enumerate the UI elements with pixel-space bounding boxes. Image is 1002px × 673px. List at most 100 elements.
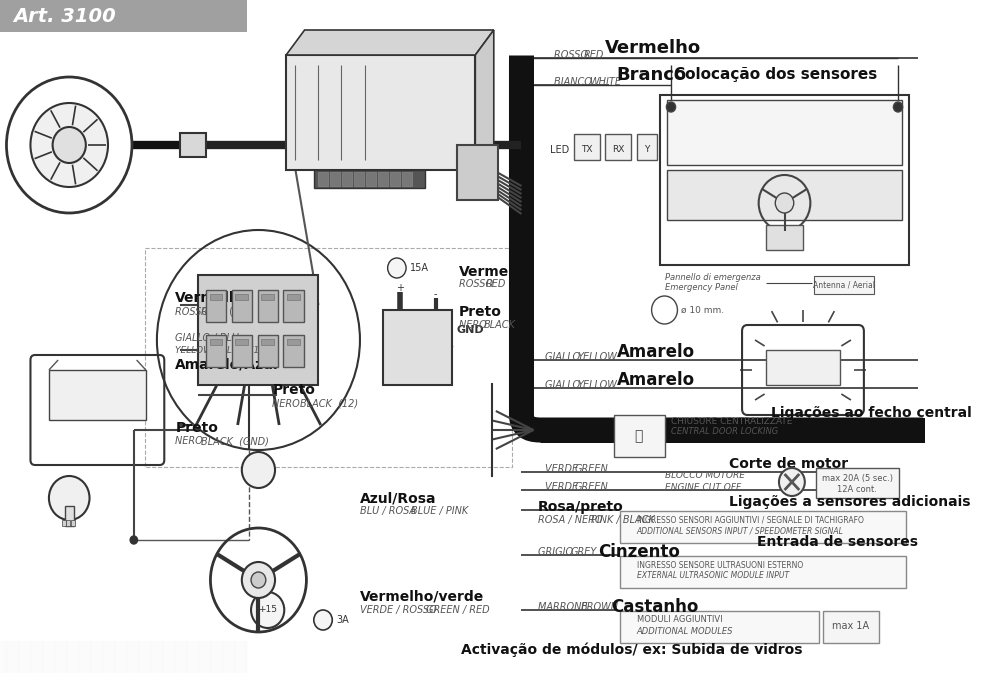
Circle shape bbox=[388, 258, 406, 278]
FancyBboxPatch shape bbox=[258, 290, 278, 322]
FancyBboxPatch shape bbox=[379, 172, 388, 186]
Text: ROSSO: ROSSO bbox=[554, 50, 591, 60]
FancyBboxPatch shape bbox=[331, 172, 340, 186]
Circle shape bbox=[130, 536, 137, 544]
Text: CENTRAL DOOR LOCKING: CENTRAL DOOR LOCKING bbox=[671, 427, 779, 437]
Text: Cinzento: Cinzento bbox=[598, 543, 680, 561]
FancyBboxPatch shape bbox=[262, 294, 275, 300]
Text: CHIUSURE CENTRALIZZATE: CHIUSURE CENTRALIZZATE bbox=[671, 417, 793, 425]
Circle shape bbox=[314, 610, 333, 630]
Text: GREY: GREY bbox=[570, 547, 597, 557]
FancyBboxPatch shape bbox=[457, 145, 498, 200]
Text: NERO: NERO bbox=[273, 399, 304, 409]
Text: GREEN: GREEN bbox=[575, 464, 609, 474]
Text: ROSA / NERO: ROSA / NERO bbox=[538, 515, 609, 525]
Text: VERDE / ROSSO: VERDE / ROSSO bbox=[360, 605, 443, 615]
Text: Entrada de sensores: Entrada de sensores bbox=[757, 535, 918, 549]
Text: 15A: 15A bbox=[410, 263, 429, 273]
FancyBboxPatch shape bbox=[284, 335, 304, 367]
Text: Pannello di emergenza: Pannello di emergenza bbox=[664, 273, 761, 283]
Text: BROWN: BROWN bbox=[580, 602, 618, 612]
FancyBboxPatch shape bbox=[64, 506, 74, 526]
Text: GIALLO / BLU: GIALLO / BLU bbox=[175, 333, 239, 343]
Text: ROSSO: ROSSO bbox=[459, 279, 496, 289]
FancyBboxPatch shape bbox=[343, 172, 352, 186]
FancyBboxPatch shape bbox=[284, 290, 304, 322]
Text: Vermelho: Vermelho bbox=[175, 291, 249, 305]
Text: BLUE / PINK: BLUE / PINK bbox=[411, 506, 468, 516]
Text: GRIGIO: GRIGIO bbox=[538, 547, 576, 557]
Text: Vermelho/verde: Vermelho/verde bbox=[360, 590, 484, 604]
Text: YELLOW: YELLOW bbox=[578, 380, 617, 390]
Text: Activação de módulos/ ex: Subida de vidros: Activação de módulos/ ex: Subida de vidr… bbox=[462, 643, 803, 658]
Text: EXTERNAL ULTRASONIC MODULE INPUT: EXTERNAL ULTRASONIC MODULE INPUT bbox=[637, 571, 789, 581]
Text: RED: RED bbox=[486, 279, 506, 289]
FancyBboxPatch shape bbox=[71, 520, 75, 526]
FancyBboxPatch shape bbox=[637, 134, 657, 160]
Text: BLACK: BLACK bbox=[484, 320, 515, 330]
FancyBboxPatch shape bbox=[62, 520, 65, 526]
Polygon shape bbox=[287, 30, 494, 55]
Text: Vermelho: Vermelho bbox=[604, 39, 700, 57]
Circle shape bbox=[252, 572, 266, 588]
Circle shape bbox=[666, 102, 675, 112]
Text: (15): (15) bbox=[226, 307, 249, 317]
Text: Castanho: Castanho bbox=[611, 598, 698, 616]
Circle shape bbox=[776, 193, 794, 213]
Circle shape bbox=[241, 452, 275, 488]
Text: Vermelho: Vermelho bbox=[459, 265, 533, 279]
Text: MARRONE: MARRONE bbox=[538, 602, 591, 612]
Text: Y: Y bbox=[644, 145, 649, 155]
FancyBboxPatch shape bbox=[262, 339, 275, 345]
Text: GND: GND bbox=[457, 325, 485, 335]
FancyBboxPatch shape bbox=[620, 511, 907, 543]
Text: Preto: Preto bbox=[273, 383, 316, 397]
Text: max 1A: max 1A bbox=[833, 621, 870, 631]
Text: Antenna / Aerial: Antenna / Aerial bbox=[813, 281, 875, 289]
FancyBboxPatch shape bbox=[198, 275, 319, 385]
FancyBboxPatch shape bbox=[391, 172, 400, 186]
Text: GIALLO: GIALLO bbox=[544, 380, 583, 390]
Text: RX: RX bbox=[612, 145, 624, 155]
Text: 🔒: 🔒 bbox=[634, 429, 643, 443]
Text: INGRESSO SENSORE ULTRASUONI ESTERNO: INGRESSO SENSORE ULTRASUONI ESTERNO bbox=[637, 561, 803, 569]
Text: YELLOW / BLUE  (14): YELLOW / BLUE (14) bbox=[175, 345, 269, 355]
FancyBboxPatch shape bbox=[205, 290, 226, 322]
FancyBboxPatch shape bbox=[209, 294, 222, 300]
Text: ø 10 mm.: ø 10 mm. bbox=[681, 306, 724, 314]
FancyBboxPatch shape bbox=[258, 335, 278, 367]
Text: +: + bbox=[396, 283, 404, 293]
Text: YELLOW: YELLOW bbox=[578, 352, 617, 362]
FancyBboxPatch shape bbox=[367, 172, 376, 186]
Text: PINK / BLACK: PINK / BLACK bbox=[591, 515, 654, 525]
FancyBboxPatch shape bbox=[767, 225, 803, 250]
FancyBboxPatch shape bbox=[355, 172, 364, 186]
Circle shape bbox=[53, 127, 86, 163]
Text: BLACK  (12): BLACK (12) bbox=[300, 399, 358, 409]
FancyBboxPatch shape bbox=[814, 276, 874, 294]
FancyBboxPatch shape bbox=[314, 170, 425, 188]
FancyBboxPatch shape bbox=[180, 133, 205, 157]
FancyBboxPatch shape bbox=[620, 556, 907, 588]
Circle shape bbox=[779, 468, 805, 496]
Text: Art. 3100: Art. 3100 bbox=[13, 7, 115, 26]
Text: Amarelo: Amarelo bbox=[616, 343, 694, 361]
Text: ENGINE CUT OFF: ENGINE CUT OFF bbox=[664, 483, 740, 491]
Text: +15: +15 bbox=[259, 606, 278, 614]
Circle shape bbox=[252, 592, 285, 628]
Circle shape bbox=[30, 103, 108, 187]
Circle shape bbox=[49, 476, 89, 520]
FancyBboxPatch shape bbox=[231, 290, 252, 322]
FancyBboxPatch shape bbox=[319, 172, 328, 186]
Text: NERO: NERO bbox=[175, 436, 206, 446]
FancyBboxPatch shape bbox=[383, 310, 452, 385]
FancyBboxPatch shape bbox=[287, 55, 475, 170]
FancyBboxPatch shape bbox=[605, 134, 631, 160]
Text: max 20A (5 sec.): max 20A (5 sec.) bbox=[822, 474, 893, 483]
Text: NERO: NERO bbox=[459, 320, 490, 330]
Text: Rosa/preto: Rosa/preto bbox=[538, 500, 624, 514]
Text: VERDE: VERDE bbox=[544, 482, 581, 492]
Text: Preto: Preto bbox=[459, 305, 502, 319]
Text: VERDE: VERDE bbox=[544, 464, 581, 474]
Text: INGRESSO SENSORI AGGIUNTIVI / SEGNALE DI TACHIGRAFO: INGRESSO SENSORI AGGIUNTIVI / SEGNALE DI… bbox=[637, 516, 864, 524]
